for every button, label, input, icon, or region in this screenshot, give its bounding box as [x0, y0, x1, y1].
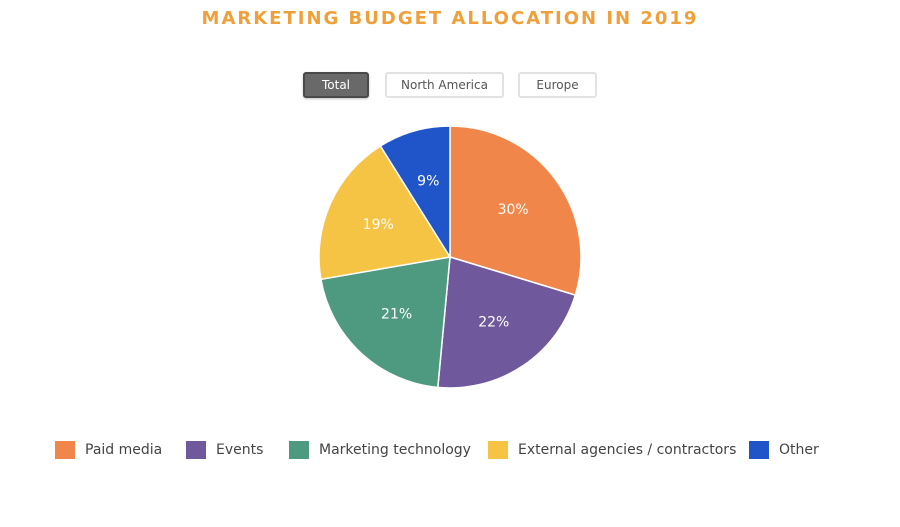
slice-label-external-agencies: 19% — [363, 217, 394, 233]
pie-slice-marketing-technology[interactable] — [320, 256, 451, 389]
legend-swatch — [749, 441, 769, 459]
legend-swatch — [289, 441, 309, 459]
legend-label: Other — [779, 442, 819, 458]
legend-item-external-agencies[interactable]: External agencies / contractors — [488, 440, 736, 460]
legend-item-events[interactable]: Events — [186, 440, 263, 460]
pie-slice-paid-media[interactable] — [449, 125, 582, 297]
pie-slice-external-agencies[interactable] — [318, 144, 452, 281]
legend-item-other[interactable]: Other — [749, 440, 819, 460]
legend-label: Marketing technology — [319, 442, 471, 458]
slice-label-paid-media: 30% — [498, 202, 529, 218]
pie-slice-other[interactable] — [379, 125, 451, 260]
legend-label: External agencies / contractors — [518, 442, 737, 458]
tab-total[interactable]: Total — [303, 72, 369, 98]
legend-item-marketing-technology[interactable]: Marketing technology — [289, 440, 471, 460]
legend: Paid media Events Marketing technology E… — [0, 440, 900, 462]
slice-label-events: 22% — [478, 314, 509, 330]
legend-swatch — [488, 441, 508, 459]
tab-europe[interactable]: Europe — [518, 72, 597, 98]
legend-swatch — [55, 441, 75, 459]
pie-slice-events[interactable] — [436, 256, 577, 389]
slice-label-other: 9% — [417, 173, 439, 189]
slice-label-marketing-technology: 21% — [381, 307, 412, 323]
region-tabs: Total North America Europe — [0, 72, 900, 100]
chart-title: MARKETING BUDGET ALLOCATION IN 2019 — [201, 8, 699, 29]
legend-label: Events — [216, 442, 264, 458]
legend-label: Paid media — [85, 442, 163, 458]
legend-item-paid-media[interactable]: Paid media — [55, 440, 162, 460]
pie-chart: 30% 22% 21% 19% 9% — [318, 125, 582, 389]
tab-north-america[interactable]: North America — [385, 72, 504, 98]
legend-swatch — [186, 441, 206, 459]
